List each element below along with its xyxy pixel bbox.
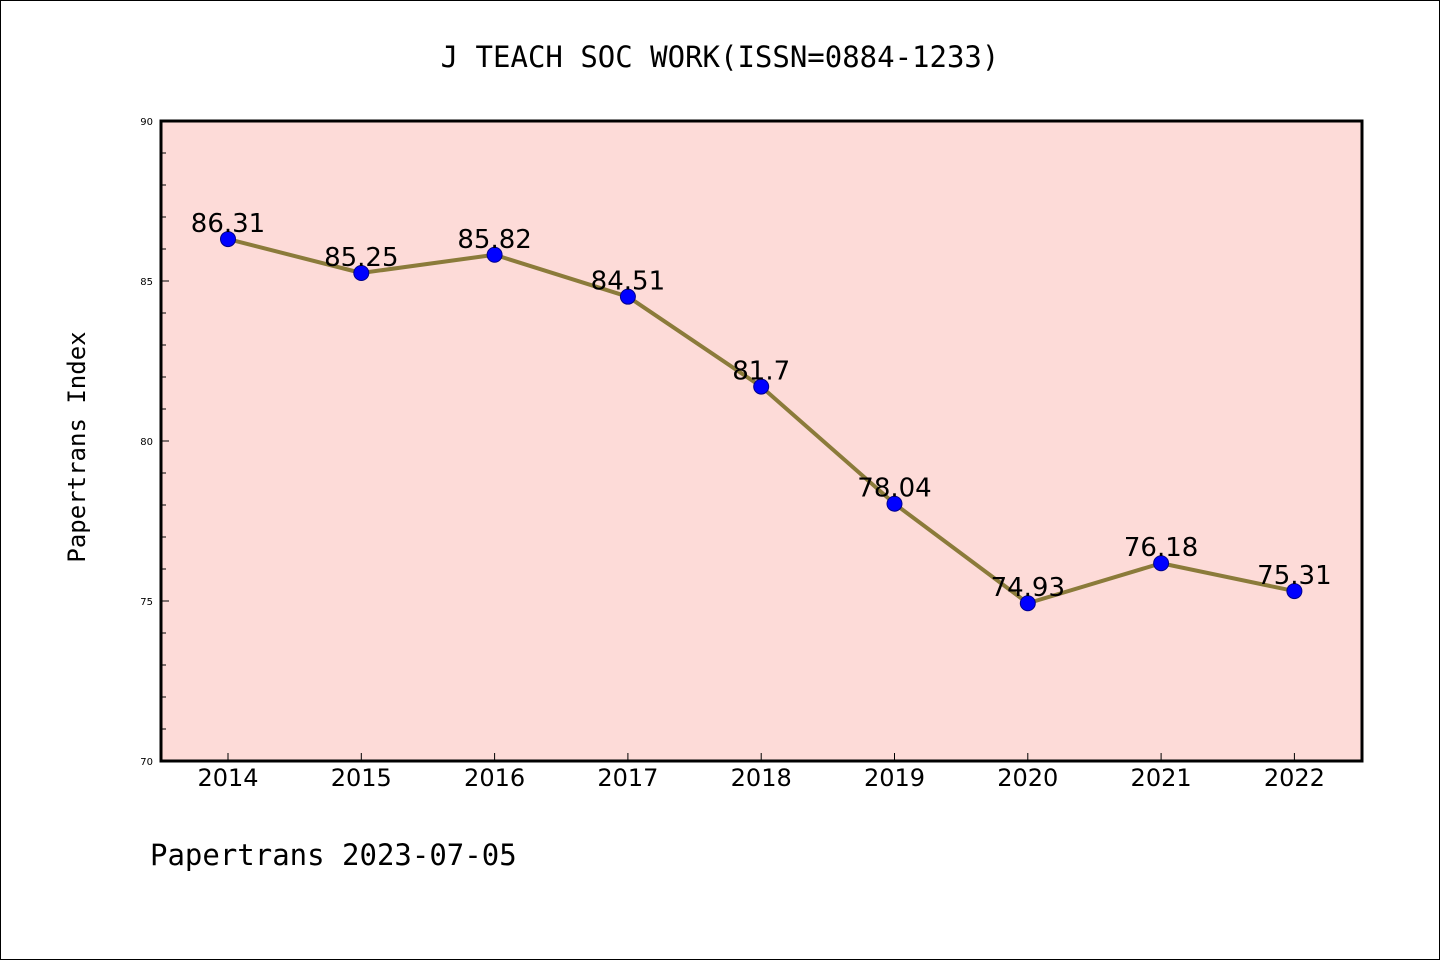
data-point-marker	[753, 378, 770, 395]
data-point-marker	[886, 495, 903, 512]
data-point-label: 75.31	[1257, 561, 1331, 591]
x-tick-label: 2019	[864, 764, 925, 792]
data-point-label: 85.82	[457, 225, 531, 255]
y-tick-label: 85	[140, 277, 153, 288]
x-tick-label: 2022	[1264, 764, 1325, 792]
x-tick-label: 2021	[1131, 764, 1192, 792]
data-point-label: 81.7	[732, 357, 790, 387]
data-point-label: 86.31	[191, 209, 265, 239]
chart-title: J TEACH SOC WORK(ISSN=0884-1233)	[441, 40, 1000, 74]
data-point-label: 85.25	[324, 243, 398, 273]
y-tick-label: 75	[140, 597, 153, 608]
x-tick-label: 2016	[464, 764, 525, 792]
x-tick-label: 2018	[731, 764, 792, 792]
data-point-label: 76.18	[1124, 533, 1198, 563]
data-point-label: 74.93	[991, 573, 1065, 603]
data-point-marker	[220, 231, 236, 248]
data-point-label: 84.51	[591, 267, 665, 297]
x-tick-label: 2015	[331, 764, 392, 792]
plot-area	[159, 119, 1364, 763]
y-tick-label: 80	[140, 437, 153, 448]
data-point-marker	[619, 288, 636, 305]
data-point-label: 78.04	[857, 474, 931, 504]
data-labels: 86.31 85.25 85.82 84.51 81.7 78.04 74.93 76.18 7…	[191, 209, 1332, 603]
y-tick-label: 90	[140, 117, 153, 128]
data-point-marker	[1153, 555, 1170, 572]
data-point-marker	[486, 246, 503, 263]
x-axis: 2014 2015 2016 2017 2018 2019 2020 2021 2022	[197, 753, 1325, 792]
data-point-marker	[1019, 595, 1036, 612]
y-axis-label: Papertrans Index	[63, 331, 91, 562]
data-point-marker	[353, 265, 370, 281]
footer-date-label: Papertrans 2023-07-05	[150, 838, 517, 872]
y-tick-label: 70	[140, 757, 153, 768]
x-tick-label: 2017	[597, 764, 658, 792]
series-layer	[220, 231, 1303, 612]
x-tick-label: 2014	[197, 764, 258, 792]
y-axis: 70 75 80 85 90	[140, 117, 169, 768]
x-tick-label: 2020	[997, 764, 1058, 792]
data-point-marker	[1286, 583, 1303, 600]
